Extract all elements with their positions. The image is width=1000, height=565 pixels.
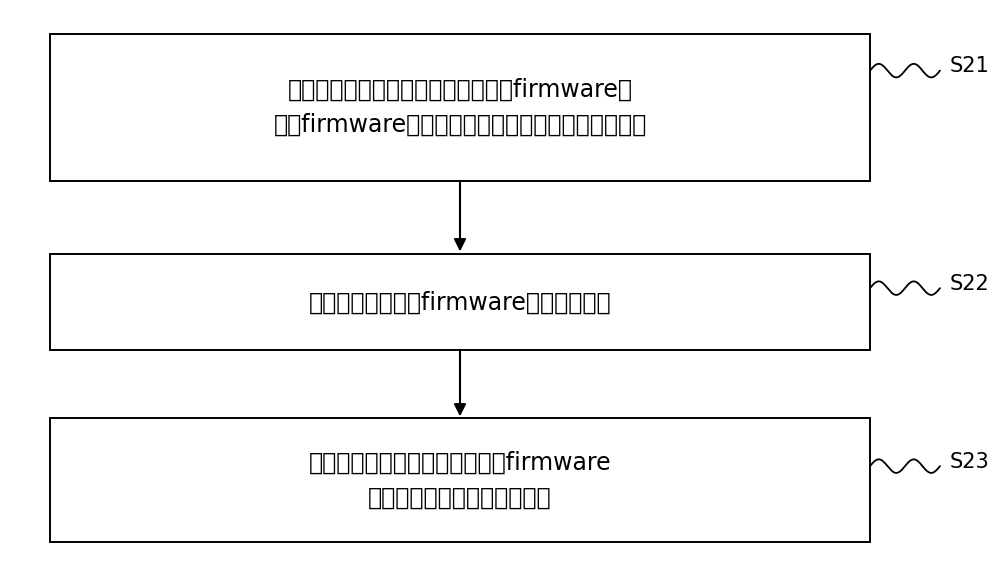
Text: S21: S21 bbox=[950, 56, 990, 76]
Text: 对压缩打包后的所述各个模块的firmware
进行加密处理，得到升级文件: 对压缩打包后的所述各个模块的firmware 进行加密处理，得到升级文件 bbox=[309, 450, 611, 510]
Bar bbox=[50, 254, 870, 350]
Bar bbox=[50, 418, 870, 542]
Bar bbox=[50, 34, 870, 181]
Text: S23: S23 bbox=[950, 451, 990, 472]
Text: 获取平板探测器所包含的各个模块的firmware；
每个firmware包括该模块对应的升级脚本和升级程序: 获取平板探测器所包含的各个模块的firmware； 每个firmware包括该模… bbox=[273, 77, 647, 137]
Text: S22: S22 bbox=[950, 273, 990, 294]
Text: 对所述各个模块的firmware进行压缩打包: 对所述各个模块的firmware进行压缩打包 bbox=[309, 290, 611, 314]
